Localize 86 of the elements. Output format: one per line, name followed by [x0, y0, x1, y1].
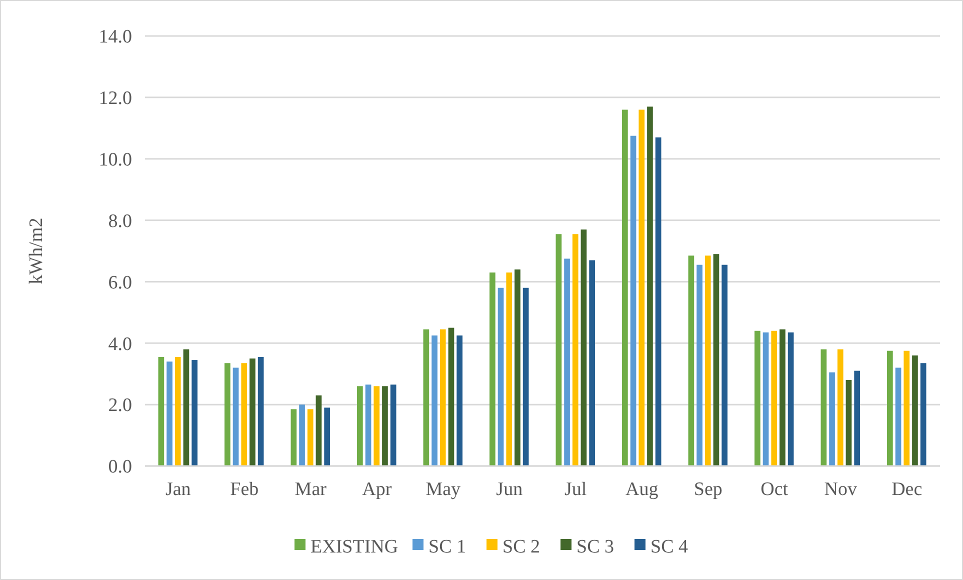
- bar: [324, 408, 330, 466]
- bar: [192, 360, 198, 466]
- bar: [316, 395, 322, 466]
- bar: [638, 110, 645, 466]
- bar: [224, 363, 230, 466]
- bar: [572, 234, 578, 466]
- bar: [448, 328, 454, 466]
- x-tick-label: Sep: [694, 479, 722, 500]
- bar: [846, 380, 852, 466]
- bar: [920, 363, 926, 466]
- bar: [688, 256, 694, 466]
- bar: [365, 384, 372, 466]
- bar: [589, 260, 595, 466]
- bar: [522, 288, 529, 466]
- y-tick-label: 8.0: [108, 210, 132, 232]
- x-tick-label: Feb: [230, 479, 259, 500]
- bar: [580, 230, 587, 466]
- x-tick-label: May: [426, 479, 462, 500]
- bar: [647, 106, 653, 466]
- bar: [704, 256, 711, 466]
- bar: [820, 349, 827, 466]
- y-tick-label: 2.0: [108, 395, 132, 416]
- bar: [713, 254, 720, 466]
- bar: [514, 269, 520, 466]
- x-tick-label: Jan: [165, 479, 192, 500]
- bar: [622, 110, 628, 466]
- legend-label: SC 2: [502, 536, 540, 558]
- bar: [232, 368, 239, 466]
- bar: [854, 370, 860, 466]
- y-tick-label: 10.0: [98, 150, 132, 171]
- bar: [887, 350, 893, 466]
- y-tick-label: 4.0: [108, 334, 132, 355]
- bar: [250, 358, 256, 466]
- x-tick-label: Jun: [496, 479, 524, 500]
- bar: [241, 363, 248, 466]
- bar: [158, 356, 164, 466]
- bar: [357, 386, 363, 466]
- y-tick-label: 12.0: [98, 88, 132, 110]
- bar: [374, 386, 380, 466]
- bar: [564, 258, 570, 466]
- bar: [655, 137, 662, 466]
- bar: [390, 384, 396, 466]
- y-tick-label: 0.0: [108, 456, 132, 478]
- bar: [762, 332, 769, 466]
- y-tick-label: 14.0: [98, 26, 132, 48]
- bar: [498, 288, 504, 466]
- legend-label: SC 1: [428, 536, 466, 558]
- bar: [382, 386, 388, 466]
- bar: [754, 330, 760, 466]
- bar: [506, 272, 512, 466]
- bar: [556, 234, 562, 466]
- bar: [696, 264, 702, 466]
- bar: [780, 329, 786, 466]
- bar: [258, 356, 264, 466]
- bar: [912, 355, 918, 466]
- legend-label: SC 4: [650, 536, 688, 558]
- y-axis-title: kWh/m2: [26, 218, 47, 284]
- bar: [788, 332, 794, 466]
- x-tick-label: Nov: [824, 479, 858, 500]
- bar: [829, 372, 835, 466]
- bar: [307, 409, 314, 466]
- x-tick-label: Oct: [760, 479, 789, 500]
- legend-label: SC 3: [576, 536, 614, 558]
- x-tick-label: Apr: [362, 479, 392, 500]
- x-tick-label: Jul: [564, 479, 587, 500]
- x-tick-label: Mar: [294, 479, 328, 500]
- bar: [423, 329, 430, 466]
- x-tick-label: Dec: [892, 479, 922, 500]
- bar: [299, 404, 305, 466]
- bar: [895, 368, 902, 466]
- bar: [630, 136, 636, 466]
- bar: [837, 349, 844, 466]
- x-tick-label: Aug: [626, 479, 659, 500]
- bar: [456, 335, 462, 466]
- bar: [904, 350, 910, 466]
- bar: [490, 272, 496, 466]
- bar: [440, 329, 446, 466]
- bar: [432, 335, 438, 466]
- legend-label: EXISTING: [310, 536, 398, 558]
- bar: [722, 264, 728, 466]
- bar: [166, 362, 172, 466]
- bar: [290, 409, 297, 466]
- bar: [771, 330, 778, 466]
- bar: [183, 349, 190, 466]
- bar: [174, 356, 181, 466]
- y-tick-label: 6.0: [108, 272, 132, 294]
